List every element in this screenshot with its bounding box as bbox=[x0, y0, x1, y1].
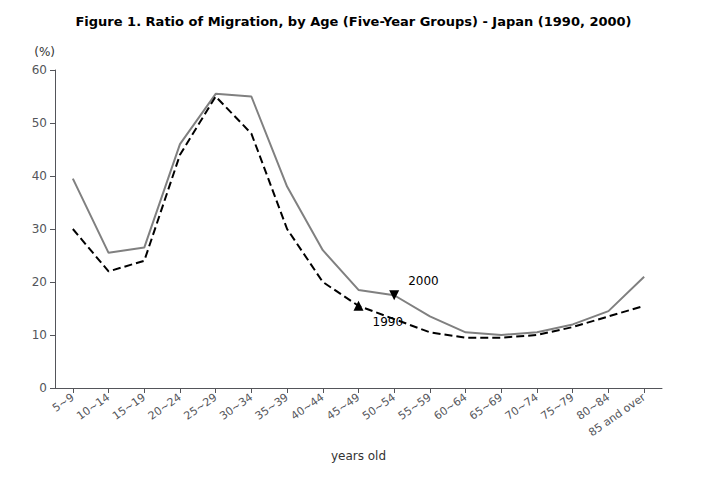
svg-text:30: 30 bbox=[32, 222, 47, 236]
svg-text:45~49: 45~49 bbox=[324, 391, 362, 423]
svg-text:50: 50 bbox=[32, 116, 47, 130]
svg-text:80~84: 80~84 bbox=[574, 390, 613, 423]
svg-text:1990: 1990 bbox=[373, 315, 404, 329]
svg-text:25~29: 25~29 bbox=[181, 391, 219, 423]
svg-text:5~9: 5~9 bbox=[50, 391, 76, 415]
svg-text:years old: years old bbox=[331, 449, 386, 463]
svg-text:20: 20 bbox=[32, 275, 47, 289]
svg-text:70~74: 70~74 bbox=[503, 391, 541, 423]
svg-text:60~64: 60~64 bbox=[431, 391, 469, 423]
svg-text:85 and over: 85 and over bbox=[586, 390, 648, 439]
svg-text:40~44: 40~44 bbox=[289, 391, 327, 423]
svg-text:55~59: 55~59 bbox=[396, 391, 434, 423]
svg-text:20~24: 20~24 bbox=[146, 391, 184, 423]
svg-text:15~19: 15~19 bbox=[110, 391, 148, 423]
svg-text:10: 10 bbox=[32, 328, 47, 342]
svg-text:Figure 1. Ratio of Migration,: Figure 1. Ratio of Migration, by Age (Fi… bbox=[75, 14, 631, 29]
svg-text:50~54: 50~54 bbox=[360, 391, 398, 423]
svg-text:35~39: 35~39 bbox=[253, 391, 291, 423]
svg-text:40: 40 bbox=[32, 169, 47, 183]
svg-text:75~79: 75~79 bbox=[539, 391, 577, 423]
svg-text:2000: 2000 bbox=[408, 274, 439, 288]
svg-text:0: 0 bbox=[39, 381, 47, 395]
svg-text:10~14: 10~14 bbox=[74, 391, 112, 423]
svg-text:30~34: 30~34 bbox=[217, 391, 255, 423]
svg-text:60: 60 bbox=[32, 63, 47, 77]
svg-text:65~69: 65~69 bbox=[467, 391, 505, 423]
svg-text:(%): (%) bbox=[34, 45, 55, 59]
